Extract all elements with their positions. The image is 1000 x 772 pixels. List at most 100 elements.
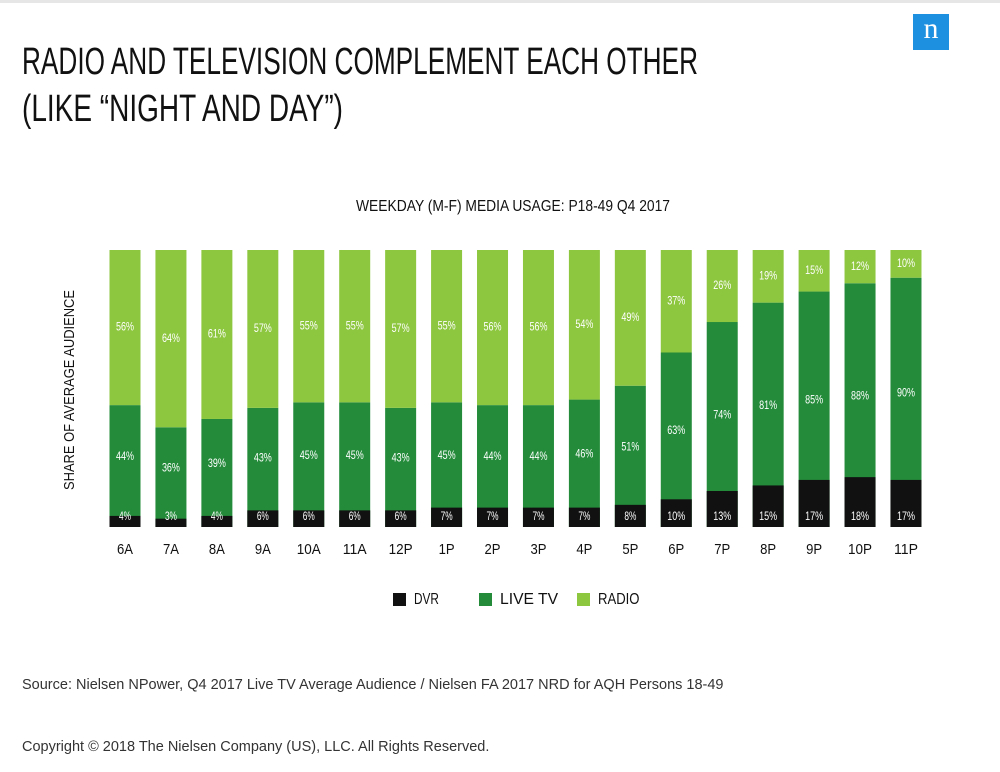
bar-segment [293, 250, 325, 403]
bar-segment [293, 510, 325, 527]
bar-segment [890, 250, 922, 278]
x-tick-label: 11P [894, 541, 918, 558]
bar-segment [477, 405, 509, 527]
value-label: 55% [346, 318, 364, 332]
value-label: 36% [162, 460, 180, 474]
bar-segment [155, 518, 187, 527]
legend-swatch [479, 593, 492, 606]
bar-segment [247, 510, 279, 527]
value-label: 44% [116, 449, 134, 463]
value-label: 3% [165, 509, 177, 523]
bar-segment [798, 479, 830, 527]
bar-segment [339, 402, 371, 527]
x-tick-label: 2P [485, 541, 501, 558]
value-label: 57% [254, 321, 272, 335]
value-label: 17% [805, 509, 823, 523]
bar-segment [522, 507, 554, 527]
x-tick-label: 7A [163, 541, 179, 558]
bar-segment [522, 405, 554, 527]
value-label: 13% [713, 509, 731, 523]
value-label: 19% [759, 268, 777, 282]
value-label: 57% [392, 321, 410, 335]
legend-swatch [577, 593, 590, 606]
x-tick-label: 1P [439, 541, 455, 558]
value-label: 46% [575, 446, 593, 460]
x-tick-label: 10A [297, 541, 321, 558]
value-label: 44% [484, 449, 502, 463]
value-label: 56% [484, 320, 502, 334]
bar-segment [385, 250, 417, 408]
bar-segment [706, 250, 738, 323]
value-label: 39% [208, 456, 226, 470]
value-label: 6% [395, 509, 407, 523]
x-tick-label: 3P [530, 541, 546, 558]
x-tick-label: 11A [343, 541, 367, 558]
x-tick-label: 7P [714, 541, 730, 558]
bar-segment [431, 250, 463, 403]
bar-segment [201, 515, 233, 527]
bar-segment [109, 250, 141, 406]
logo-box [913, 14, 949, 50]
value-label: 6% [349, 509, 361, 523]
y-axis-label: SHARE OF AVERAGE AUDIENCE [61, 290, 78, 490]
legend-label: LIVE TV [500, 591, 558, 608]
bar-segment [614, 385, 646, 527]
top-border [0, 0, 1000, 3]
bar-segment [293, 402, 325, 527]
value-label: 43% [254, 451, 272, 465]
x-tick-label: 8P [760, 541, 776, 558]
value-label: 56% [116, 320, 134, 334]
bar-segment [568, 507, 600, 527]
bar-segment [614, 250, 646, 386]
x-tick-label: 9P [806, 541, 822, 558]
value-label: 7% [532, 509, 544, 523]
value-label: 45% [300, 448, 318, 462]
bar-segment [385, 407, 417, 527]
x-tick-label: 8A [209, 541, 225, 558]
value-label: 26% [713, 278, 731, 292]
value-label: 4% [119, 509, 131, 523]
value-label: 49% [621, 310, 639, 324]
bar-segment [201, 250, 233, 419]
bar-segment [155, 250, 187, 428]
bar-segment [109, 515, 141, 527]
bar-segment [752, 250, 784, 303]
value-label: 44% [529, 449, 547, 463]
bar-segment [385, 510, 417, 527]
value-label: 63% [667, 423, 685, 437]
bar-segment [798, 250, 830, 292]
bar-segment [844, 477, 876, 527]
bar-segment [706, 490, 738, 527]
value-label: 15% [759, 509, 777, 523]
bar-segment [431, 507, 463, 527]
x-tick-label: 6P [668, 541, 684, 558]
bar-segment [568, 250, 600, 400]
bar-segment [568, 399, 600, 527]
value-label: 10% [897, 256, 915, 270]
value-label: 6% [257, 509, 269, 523]
value-label: 51% [621, 440, 639, 454]
value-label: 56% [529, 320, 547, 334]
x-tick-label: 10P [848, 541, 872, 558]
legend-label: RADIO [598, 591, 640, 608]
value-label: 6% [303, 509, 315, 523]
value-label: 85% [805, 392, 823, 406]
value-label: 8% [624, 509, 636, 523]
bar-segment [477, 250, 509, 406]
copyright: Copyright © 2018 The Nielsen Company (US… [22, 739, 489, 755]
value-label: 7% [578, 509, 590, 523]
bar-segment [477, 507, 509, 527]
bar-segment [522, 250, 554, 406]
x-tick-label: 4P [576, 541, 592, 558]
value-label: 74% [713, 408, 731, 422]
value-label: 88% [851, 388, 869, 402]
bar-segment [201, 418, 233, 527]
logo: n [924, 12, 939, 45]
value-label: 15% [805, 263, 823, 277]
source: Source: Nielsen NPower, Q4 2017 Live TV … [22, 677, 724, 693]
x-tick-label: 6A [117, 541, 133, 558]
legend-label: DVR [414, 591, 439, 608]
bar-segment [660, 352, 692, 527]
bar-segment [247, 407, 279, 527]
